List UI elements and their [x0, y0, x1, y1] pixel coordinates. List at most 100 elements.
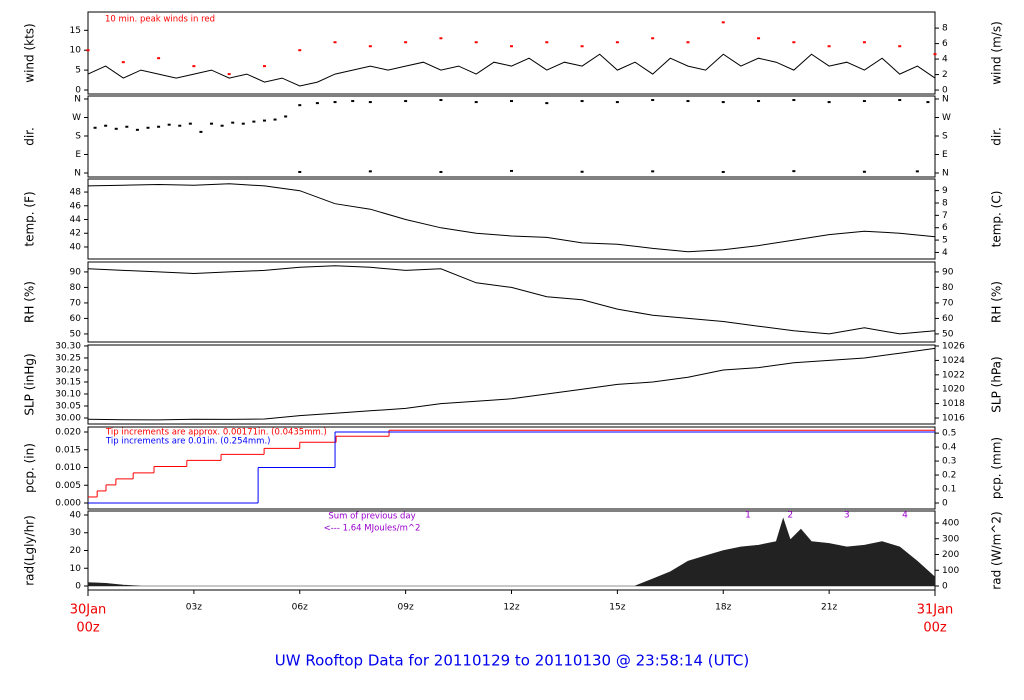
- point: [121, 61, 125, 64]
- point: [721, 101, 725, 104]
- y-tick-label: 48: [70, 188, 82, 198]
- y-tick-label: 40: [70, 510, 82, 520]
- plot-frame: [87, 95, 936, 178]
- y2-axis-label: SLP (hPa): [990, 356, 1004, 412]
- point: [439, 99, 443, 102]
- point: [615, 41, 619, 44]
- y-tick-label: 60: [70, 314, 82, 324]
- y-tick-label: 30.30: [55, 341, 81, 351]
- y2-tick-label: 0.2: [942, 471, 956, 481]
- y-tick-label: N: [74, 168, 81, 178]
- y-tick-label: 30.25: [55, 353, 81, 363]
- x-tick-label: 15z: [609, 603, 625, 613]
- point: [862, 41, 866, 44]
- y2-tick-label: 1016: [942, 414, 965, 424]
- y-tick-label: S: [75, 131, 81, 141]
- y-axis-label: RH (%): [23, 281, 37, 323]
- point: [241, 122, 245, 125]
- y2-tick-label: 8: [942, 198, 948, 208]
- x-tick-label: 03z: [186, 603, 202, 613]
- y2-tick-label: 300: [942, 534, 959, 544]
- y-tick-label: 30.15: [55, 377, 81, 387]
- y2-axis-label: rad (W/m^2): [990, 511, 1004, 589]
- point: [273, 118, 277, 121]
- x-tick-label: 12z: [503, 603, 519, 613]
- y2-axis-label: dir.: [990, 127, 1004, 146]
- y2-tick-label: 8: [942, 24, 948, 34]
- point: [231, 121, 235, 124]
- point: [368, 45, 372, 48]
- point: [898, 99, 902, 102]
- y2-tick-label: 4: [942, 55, 948, 65]
- y2-axis-label: RH (%): [990, 281, 1004, 323]
- y-tick-label: 0.010: [55, 463, 81, 473]
- y2-tick-label: 1018: [942, 399, 965, 409]
- x-tick-label: 18z: [715, 603, 731, 613]
- y2-tick-label: 7: [942, 211, 948, 221]
- point: [333, 41, 337, 44]
- y2-tick-label: W: [942, 113, 951, 123]
- point: [651, 170, 655, 173]
- y-tick-label: 30.05: [55, 401, 81, 411]
- point: [192, 65, 196, 68]
- y2-tick-label: 90: [942, 267, 954, 277]
- y-tick-label: W: [72, 113, 81, 123]
- y2-tick-label: 0: [942, 498, 948, 508]
- point: [262, 119, 266, 122]
- y-tick-label: 10: [70, 46, 82, 56]
- plot-frame: [87, 261, 936, 343]
- point: [651, 37, 655, 40]
- x-date-label: 31Jan: [917, 603, 954, 618]
- annotation: 10 min. peak winds in red: [105, 15, 215, 25]
- y2-tick-label: 4: [942, 248, 948, 258]
- y2-tick-label: 6: [942, 223, 948, 233]
- point: [686, 41, 690, 44]
- point: [86, 49, 90, 52]
- point: [757, 100, 761, 103]
- y-tick-label: 0.015: [55, 445, 81, 455]
- point: [210, 122, 214, 125]
- point: [474, 101, 478, 104]
- point: [188, 122, 192, 125]
- y-tick-label: 44: [70, 215, 82, 225]
- point: [368, 101, 372, 104]
- point: [351, 100, 355, 103]
- y2-tick-label: 5: [942, 236, 948, 246]
- point: [199, 130, 203, 133]
- point: [167, 123, 171, 126]
- y2-tick-label: 1024: [942, 356, 965, 366]
- y2-tick-label: 100: [942, 566, 959, 576]
- point: [651, 99, 655, 102]
- point: [178, 124, 182, 127]
- y2-tick-label: 0: [942, 86, 948, 96]
- point: [262, 65, 266, 68]
- y2-tick-label: 60: [942, 314, 954, 324]
- y-tick-label: 0: [75, 86, 81, 96]
- plot-frame: [87, 11, 936, 95]
- point: [368, 170, 372, 173]
- point: [104, 124, 108, 127]
- annotation: <--- 1.64 MJoules/m^2: [324, 524, 421, 534]
- marker-label: 1: [745, 511, 751, 521]
- y2-tick-label: E: [942, 150, 948, 160]
- point: [580, 100, 584, 103]
- y2-tick-label: N: [942, 168, 949, 178]
- point: [510, 169, 513, 172]
- point: [615, 101, 619, 104]
- point: [284, 115, 288, 118]
- point: [827, 45, 831, 48]
- point: [862, 170, 866, 173]
- y2-tick-label: 200: [942, 550, 959, 560]
- y-axis-label: dir.: [23, 127, 37, 146]
- annotation: Tip increments are 0.01in. (0.254mm.): [105, 437, 270, 447]
- y2-tick-label: 6: [942, 39, 948, 49]
- point: [827, 101, 831, 104]
- point: [545, 102, 549, 105]
- chart-title: UW Rooftop Data for 20110129 to 20110130…: [275, 652, 749, 670]
- y-tick-label: 50: [70, 329, 82, 339]
- point: [146, 126, 150, 129]
- y-tick-label: 30.20: [55, 365, 81, 375]
- y-tick-label: 30.10: [55, 389, 81, 399]
- point: [315, 102, 319, 105]
- line: [87, 53, 936, 87]
